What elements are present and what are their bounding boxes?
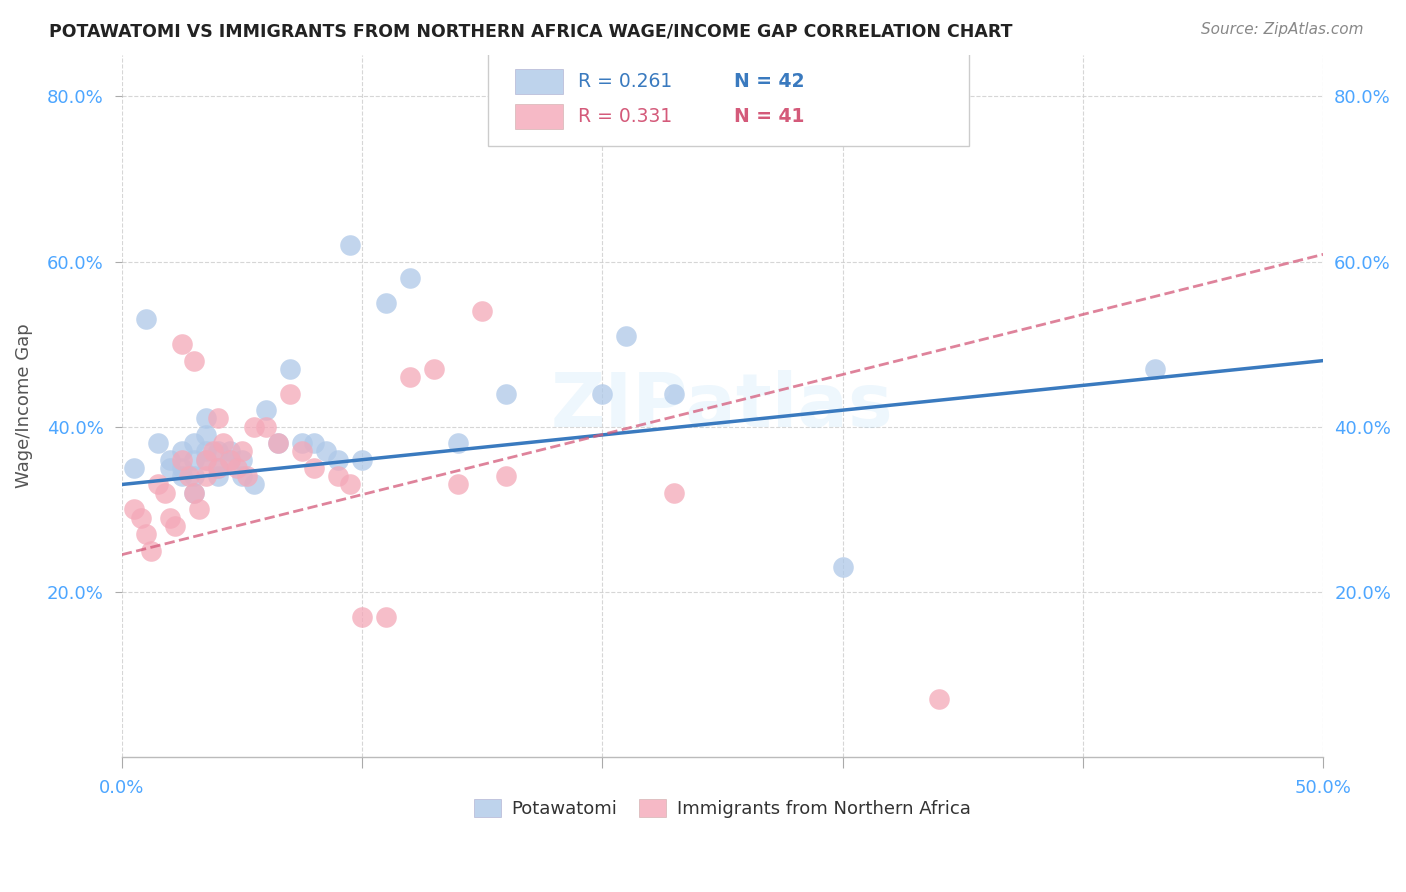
FancyBboxPatch shape (515, 70, 562, 94)
Point (194, 444, 217, 458)
Text: ZIPatlas: ZIPatlas (551, 369, 894, 442)
Point (302, 461, 325, 475)
Point (211, 436, 233, 450)
Point (375, 609, 398, 624)
Point (207, 469, 229, 483)
Point (291, 436, 314, 450)
Point (254, 419, 277, 434)
Point (495, 469, 517, 483)
Point (243, 419, 266, 434)
Point (194, 428, 217, 442)
Point (664, 386, 686, 401)
Point (591, 386, 613, 401)
Point (226, 461, 249, 475)
Point (194, 452, 217, 467)
Text: POTAWATOMI VS IMMIGRANTS FROM NORTHERN AFRICA WAGE/INCOME GAP CORRELATION CHART: POTAWATOMI VS IMMIGRANTS FROM NORTHERN A… (49, 22, 1012, 40)
Point (219, 452, 242, 467)
Text: N = 41: N = 41 (734, 107, 804, 127)
Point (207, 461, 229, 475)
Point (339, 238, 361, 252)
Point (231, 452, 253, 467)
Point (122, 461, 145, 475)
Point (399, 370, 422, 384)
Point (495, 386, 517, 401)
Point (831, 560, 853, 574)
Y-axis label: Wage/Income Gap: Wage/Income Gap (15, 324, 32, 489)
Point (302, 436, 325, 450)
Point (207, 461, 229, 475)
Point (170, 461, 193, 475)
Point (352, 452, 374, 467)
Text: R = 0.331: R = 0.331 (578, 107, 672, 127)
Point (471, 304, 494, 318)
Point (146, 436, 169, 450)
Point (183, 485, 205, 500)
Point (219, 444, 242, 458)
Point (146, 477, 169, 491)
Point (614, 329, 637, 343)
Point (928, 692, 950, 706)
Point (291, 444, 314, 458)
Point (159, 510, 181, 524)
Point (202, 444, 225, 458)
Point (207, 411, 229, 425)
Point (399, 271, 422, 285)
Point (278, 362, 301, 376)
Point (231, 469, 253, 483)
Point (243, 477, 266, 491)
Point (183, 469, 205, 483)
Point (139, 543, 162, 558)
Point (129, 510, 152, 524)
Point (159, 461, 181, 475)
Point (235, 469, 257, 483)
Point (159, 452, 181, 467)
Point (183, 353, 205, 368)
FancyBboxPatch shape (488, 52, 969, 146)
Point (447, 436, 470, 450)
Point (170, 452, 193, 467)
FancyBboxPatch shape (515, 104, 562, 128)
Point (375, 296, 398, 310)
Point (326, 469, 349, 483)
Point (194, 411, 217, 425)
Point (135, 527, 157, 541)
Point (219, 452, 242, 467)
Point (163, 518, 186, 533)
Point (135, 312, 157, 326)
Point (170, 337, 193, 351)
Point (423, 362, 446, 376)
Point (194, 452, 217, 467)
Legend: Potawatomi, Immigrants from Northern Africa: Potawatomi, Immigrants from Northern Afr… (467, 791, 979, 825)
Point (278, 386, 301, 401)
Point (194, 469, 217, 483)
Point (352, 609, 374, 624)
Text: R = 0.261: R = 0.261 (578, 72, 672, 91)
Point (183, 452, 205, 467)
Point (122, 502, 145, 516)
Point (267, 436, 290, 450)
Point (267, 436, 290, 450)
Point (170, 469, 193, 483)
Point (326, 452, 349, 467)
Point (447, 477, 470, 491)
Point (231, 444, 253, 458)
Point (183, 485, 205, 500)
Point (153, 485, 176, 500)
Point (254, 403, 277, 417)
Point (170, 444, 193, 458)
Point (664, 485, 686, 500)
Text: N = 42: N = 42 (734, 72, 804, 91)
Point (183, 436, 205, 450)
Point (1143, 362, 1166, 376)
Point (207, 444, 229, 458)
Point (339, 477, 361, 491)
Point (177, 469, 200, 483)
Point (315, 444, 337, 458)
Point (187, 502, 209, 516)
Text: Source: ZipAtlas.com: Source: ZipAtlas.com (1201, 22, 1364, 37)
